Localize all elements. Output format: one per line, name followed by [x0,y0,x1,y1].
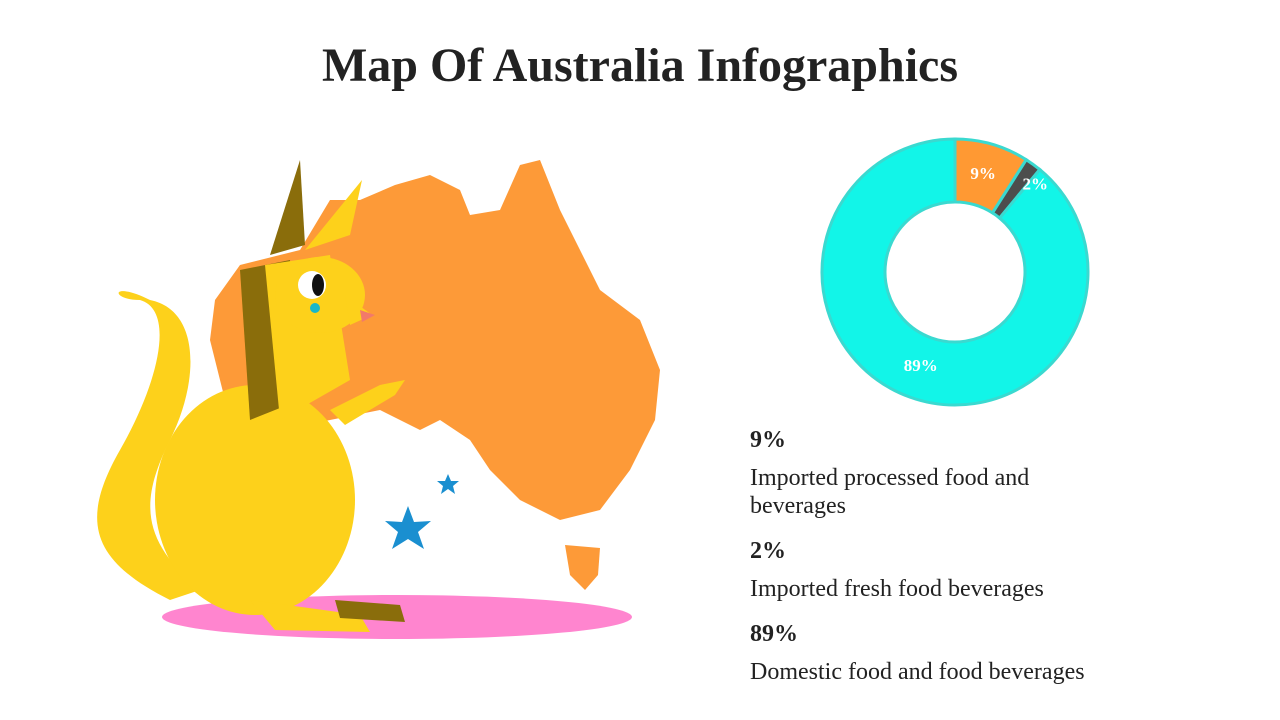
kangaroo-ear [270,160,305,255]
kangaroo-tail [97,291,200,600]
kangaroo-arm [330,380,405,425]
kangaroo-tear [310,303,320,313]
legend-item: 89% Domestic food and food beverages [750,620,1100,686]
legend-text: Imported processed food and beverages [750,465,1030,519]
donut-label: 2% [1023,174,1049,193]
star [437,474,459,494]
donut-label: 9% [970,164,996,183]
kangaroo-body [155,385,355,615]
donut-label: 89% [904,356,938,375]
kangaroo-foot [250,600,370,632]
kangaroo-nose [360,310,375,322]
legend-value: 2% [750,538,786,564]
kangaroo-pupil [312,274,324,296]
legend-value: 9% [750,427,786,453]
tasmania [565,545,600,590]
legend-item: 9% Imported processed food and beverages [750,426,1100,520]
legend-text: Imported fresh food beverages [750,576,1044,602]
legend-value: 89% [750,621,798,647]
legend-item: 2% Imported fresh food beverages [750,537,1100,603]
kangaroo-foot [335,600,405,622]
kangaroo-ear [305,180,362,250]
star [385,506,431,549]
australia-map [210,160,660,520]
donut-slice [820,137,1090,407]
title: Map Of Australia Infographics [321,39,959,92]
illustration [97,160,660,639]
legend-text: Domestic food and food beverages [750,659,1085,685]
